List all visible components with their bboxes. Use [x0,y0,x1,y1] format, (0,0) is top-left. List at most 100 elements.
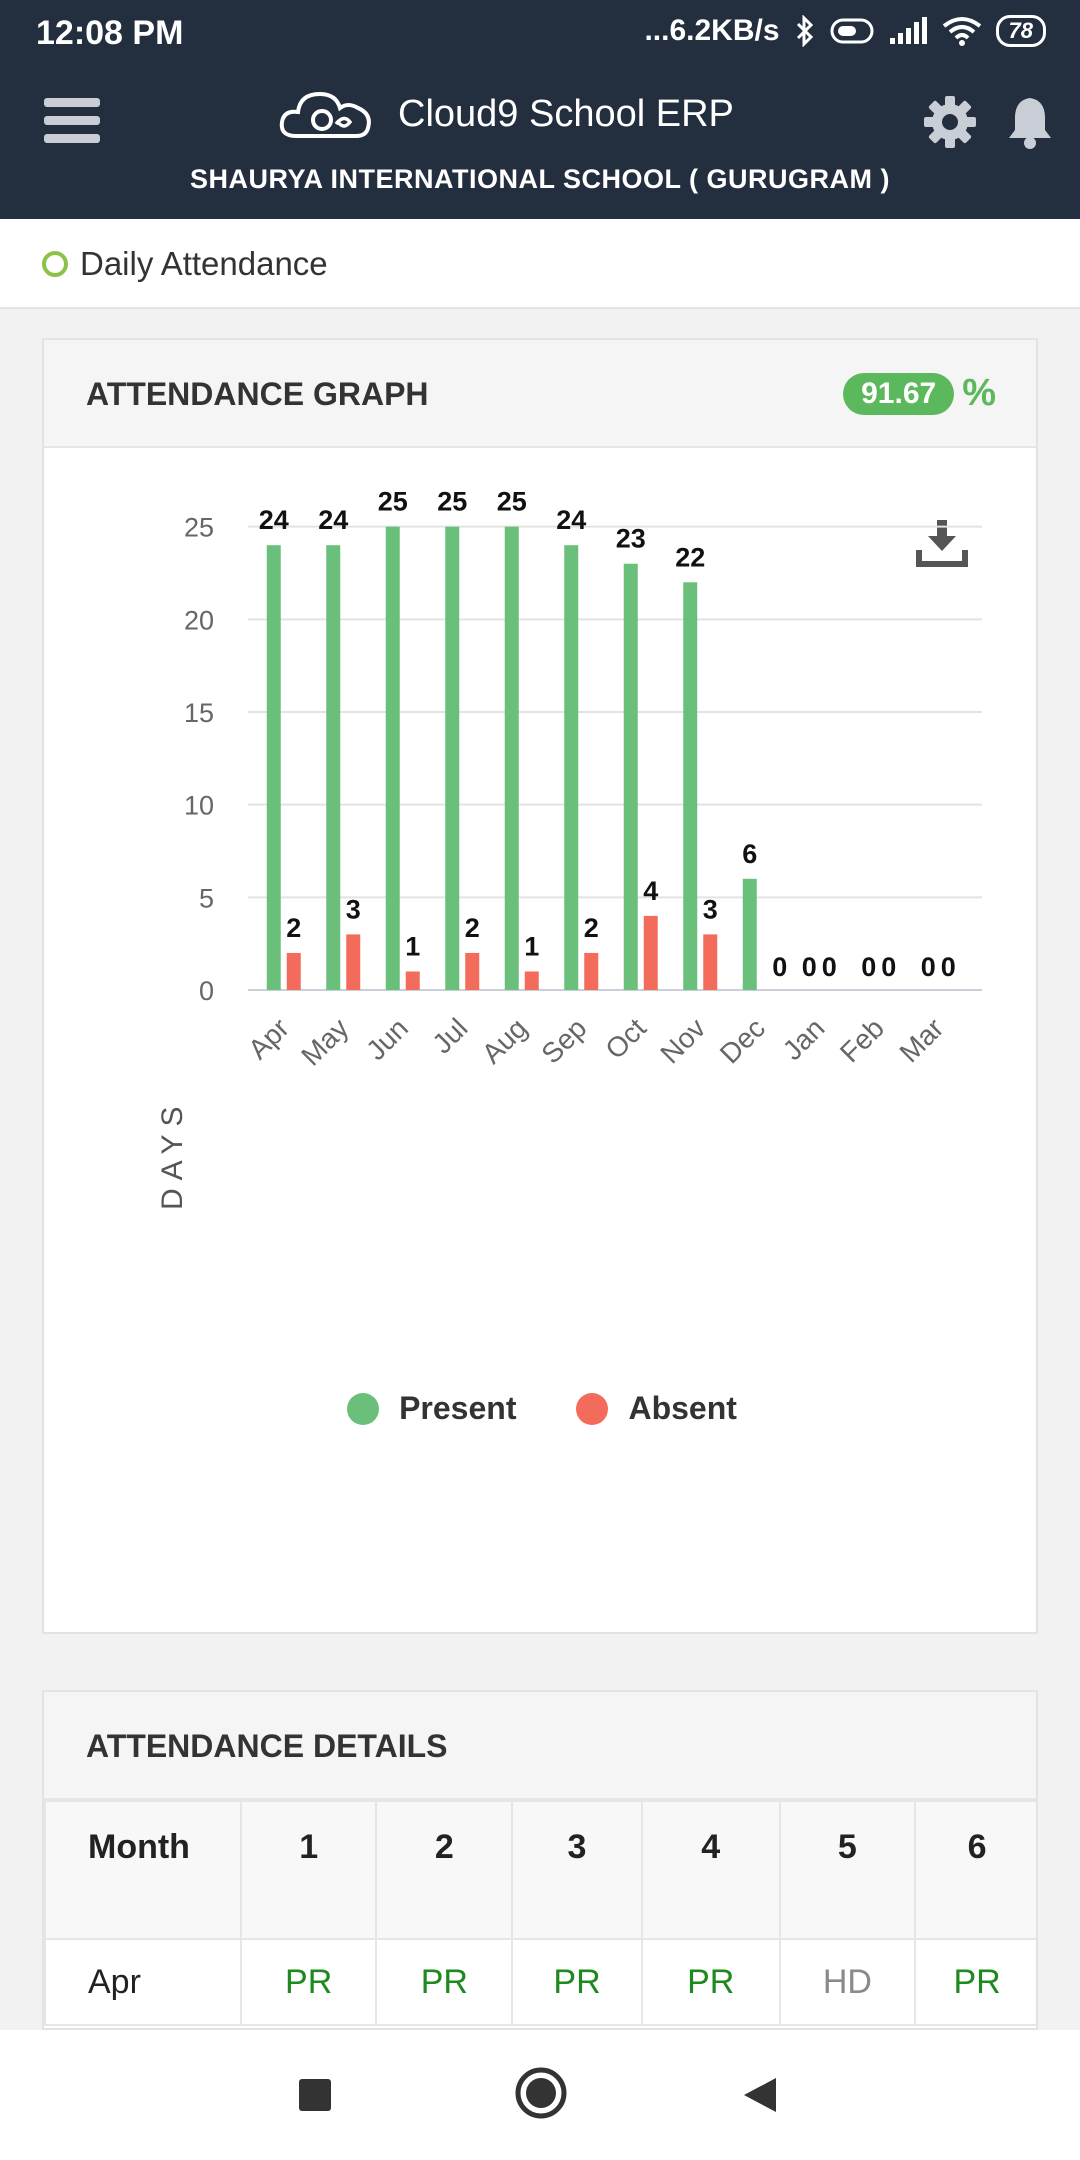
bar-absent [346,934,361,990]
attendance-graph-title: ATTENDANCE GRAPH [86,376,429,412]
x-tick-label: Nov [654,1012,711,1069]
chart-legend: Present Absent [44,1390,1040,1427]
wifi-icon [942,17,981,46]
y-tick-label: 30 [184,448,214,450]
data-label-present: 25 [497,487,527,517]
bar-absent [405,971,420,990]
download-icon[interactable] [916,518,968,570]
attendance-cell: PR [511,1938,643,2026]
column-header: 3 [511,1800,643,1940]
data-label-absent: 2 [465,913,480,943]
bar-present [385,526,400,990]
data-label-absent: 0 [941,952,956,982]
legend-item-absent[interactable]: Absent [576,1390,737,1427]
status-bar: 12:08 PM ...6.2KB/s 78 [0,0,1080,66]
attendance-graph-card: ATTENDANCE GRAPH 91.67 % 051015202530242… [42,338,1038,1634]
app-title: Cloud9 School ERP [398,92,734,135]
navigation-bar [0,2030,1080,2160]
legend-swatch-absent [576,1392,609,1425]
cloud-logo-icon [279,91,371,138]
attendance-details-header: ATTENDANCE DETAILS [44,1692,1036,1800]
home-icon[interactable] [514,2066,568,2120]
attendance-details-title: ATTENDANCE DETAILS [86,1728,448,1764]
data-label-present: 24 [259,505,289,535]
signal-icon [889,17,927,44]
column-header: 6 [914,1800,1036,1940]
x-tick-label: Sep [535,1012,592,1069]
attendance-cell: PR [640,1938,781,2026]
back-icon[interactable] [742,2076,778,2114]
attendance-details-table: Month 1 2 3 4 5 6 Apr PR PR PR PR HD PR [44,1800,1036,2026]
attendance-bar-chart: 051015202530242Apr243May251Jun252Jul251A… [184,448,982,1072]
bar-present [266,545,281,990]
x-tick-label: Apr [242,1012,295,1065]
status-right: ...6.2KB/s 78 [644,14,1046,48]
data-label-present: 25 [437,487,467,517]
column-header: 5 [778,1800,917,1940]
column-header: 4 [640,1800,781,1940]
circle-icon [42,251,68,277]
recent-apps-icon[interactable] [298,2078,332,2112]
percent-symbol: % [962,372,996,414]
percentage-badge: 91.67 [843,372,955,415]
attendance-graph-header: ATTENDANCE GRAPH 91.67 % [44,340,1036,448]
legend-label-present: Present [399,1390,517,1426]
menu-icon[interactable] [44,98,104,150]
data-label-present: 25 [378,487,408,517]
battery-icon: 78 [995,15,1046,47]
column-header: Month [44,1800,242,1940]
data-label-present: 24 [556,505,586,535]
legend-item-present[interactable]: Present [347,1390,516,1427]
data-label-absent: 4 [643,876,658,906]
school-name: SHAURYA INTERNATIONAL SCHOOL ( GURUGRAM … [189,164,890,194]
bar-absent [465,952,480,990]
y-tick-label: 20 [184,605,214,635]
data-label-present: 6 [742,839,757,869]
x-tick-label: Feb [834,1012,890,1068]
y-tick-label: 0 [199,976,214,1006]
data-label-present: 0 [802,952,817,982]
data-label-absent: 3 [346,894,361,924]
bluetooth-icon [796,15,813,47]
attendance-cell: PR [375,1938,514,2026]
x-tick-label: Jun [360,1012,414,1066]
row-month: Apr [44,1938,242,2026]
legend-label-absent: Absent [628,1390,737,1426]
toggle-icon [830,18,874,44]
attendance-cell: PR [914,1938,1036,2026]
bar-present [504,526,519,990]
data-label-absent: 2 [584,913,599,943]
data-label-present: 0 [861,952,876,982]
data-label-present: 22 [675,542,705,572]
x-tick-label: Jan [777,1012,831,1066]
attendance-percentage: 91.67 % [843,372,996,415]
gear-icon[interactable] [922,94,978,150]
attendance-details-card: ATTENDANCE DETAILS Month 1 2 3 4 5 6 Apr… [42,1690,1038,2030]
y-tick-label: 5 [199,883,214,913]
data-label-absent: 2 [286,913,301,943]
bar-absent [584,952,599,990]
brand: Cloud9 School ERP [278,86,734,142]
table-header-row: Month 1 2 3 4 5 6 [44,1800,1036,1940]
data-label-absent: 0 [822,952,837,982]
column-header: 1 [239,1800,378,1940]
network-speed: ...6.2KB/s [644,14,780,47]
attendance-cell: HD [778,1938,917,2026]
data-label-absent: 0 [772,952,787,982]
breadcrumb-label: Daily Attendance [80,245,328,282]
data-label-absent: 1 [524,931,539,961]
data-label-absent: 0 [881,952,896,982]
x-tick-label: May [295,1012,354,1071]
x-tick-label: Oct [599,1012,652,1065]
data-label-present: 0 [921,952,936,982]
attendance-cell: PR [239,1938,378,2026]
bell-icon[interactable] [1006,94,1054,150]
app-header: Cloud9 School ERP SHAURYA INTERNATIONAL … [0,66,1080,219]
table-row[interactable]: Apr PR PR PR PR HD PR [44,1938,1036,2026]
data-label-absent: 3 [703,894,718,924]
data-label-present: 24 [318,505,348,535]
legend-swatch-present [347,1392,380,1425]
bar-present [742,878,757,990]
y-tick-label: 25 [184,513,214,543]
x-tick-label: Mar [893,1012,949,1068]
